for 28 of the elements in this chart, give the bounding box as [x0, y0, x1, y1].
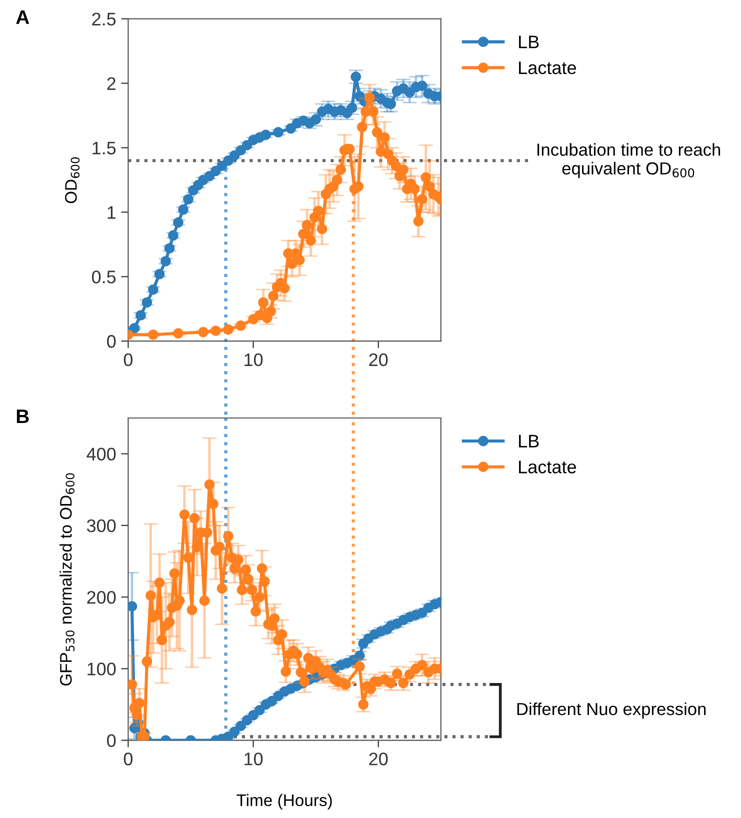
y-tick-label: 2.5: [92, 12, 116, 26]
y-tick-label: 0.5: [92, 270, 116, 284]
y-tick-label: 1: [108, 206, 116, 219]
text: B: [16, 410, 29, 424]
y-tick-label: 0: [107, 335, 116, 348]
legend-label: LB: [519, 36, 539, 48]
legend-label: Lactate: [519, 460, 576, 474]
text: Different Nuo expression: [517, 702, 706, 719]
y-tick-label: 2: [107, 77, 116, 90]
y-axis-title: OD$_{600}$: [65, 157, 80, 204]
y-tick-label: 100: [88, 662, 116, 676]
y-tick-label: 200: [87, 590, 116, 604]
x-tick-label: 0: [124, 353, 133, 366]
y-tick-label: 1.5: [92, 142, 116, 154]
x-tick-label: 0: [124, 752, 133, 766]
legend-label: LB: [519, 434, 539, 448]
y-tick-label: 400: [86, 448, 116, 461]
y-tick-label: 0: [107, 734, 116, 748]
y-tick-label: 300: [86, 519, 116, 532]
x-axis-title: Time (Hours): [236, 794, 332, 810]
x-tick-label: 20: [369, 752, 388, 766]
text: A: [16, 10, 30, 24]
legend-label: Lactate: [519, 62, 576, 74]
x-tick-label: 10: [244, 752, 263, 766]
x-tick-label: 10: [244, 353, 263, 366]
x-tick-label: 20: [369, 353, 388, 366]
y-axis-title: GFP$_{530}$ normalized to OD$_{600}$: [60, 473, 75, 686]
ref-line-label: Incubation time to reach equivalent OD$_{600}$: [537, 143, 720, 178]
